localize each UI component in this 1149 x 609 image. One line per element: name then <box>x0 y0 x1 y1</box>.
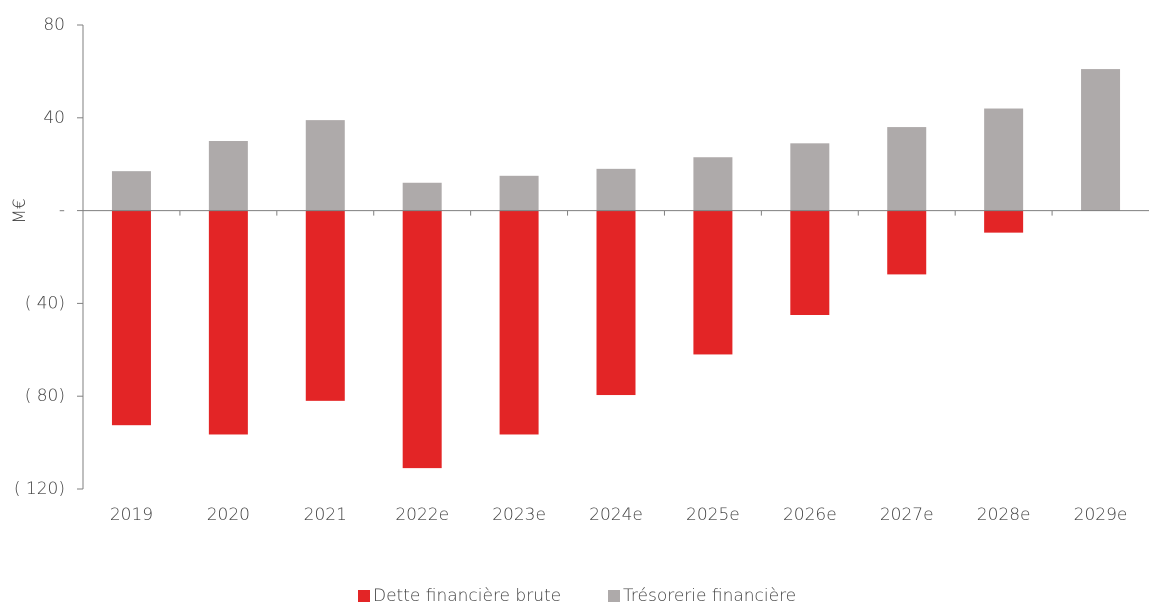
x-tick-label: 2020 <box>207 505 250 525</box>
bar <box>305 210 345 401</box>
bar <box>887 210 927 275</box>
bar <box>111 171 151 211</box>
bar <box>402 182 442 211</box>
y-tick-label: ( 80) <box>25 386 65 406</box>
bar <box>984 210 1024 233</box>
bar <box>111 210 151 426</box>
x-tick-label: 2026e <box>783 505 837 525</box>
x-tick-label: 2029e <box>1074 505 1128 525</box>
y-tick-label: - <box>59 201 65 221</box>
bar <box>790 210 830 315</box>
bar <box>596 168 636 211</box>
x-tick-label: 2025e <box>686 505 740 525</box>
bar <box>402 210 442 469</box>
x-tick-label: 2024e <box>589 505 643 525</box>
bar <box>693 157 733 211</box>
bar <box>984 108 1024 211</box>
x-tick-label: 2021 <box>304 505 347 525</box>
legend-swatch <box>358 590 370 602</box>
y-axis-label: M€ <box>10 198 30 223</box>
x-tick-label: 2023e <box>492 505 546 525</box>
y-tick-label: 80 <box>43 15 65 35</box>
bar <box>499 175 539 211</box>
bar <box>693 210 733 355</box>
x-tick-label: 2022e <box>395 505 449 525</box>
legend-label: Dette financière brute <box>373 586 561 605</box>
bar <box>208 141 248 211</box>
bar <box>790 143 830 211</box>
bar <box>596 210 636 396</box>
bar <box>1081 69 1121 211</box>
bar <box>305 120 345 211</box>
x-tick-label: 2027e <box>880 505 934 525</box>
x-tick-label: 2019 <box>110 505 153 525</box>
y-tick-label: 40 <box>43 108 65 128</box>
y-tick-label: ( 120) <box>14 479 65 499</box>
bar <box>499 210 539 435</box>
legend-label: Trésorerie financière <box>623 586 796 605</box>
bar <box>208 210 248 435</box>
x-tick-label: 2028e <box>977 505 1031 525</box>
y-tick-label: ( 40) <box>25 293 65 313</box>
bar <box>887 127 927 211</box>
legend-swatch <box>608 590 620 602</box>
